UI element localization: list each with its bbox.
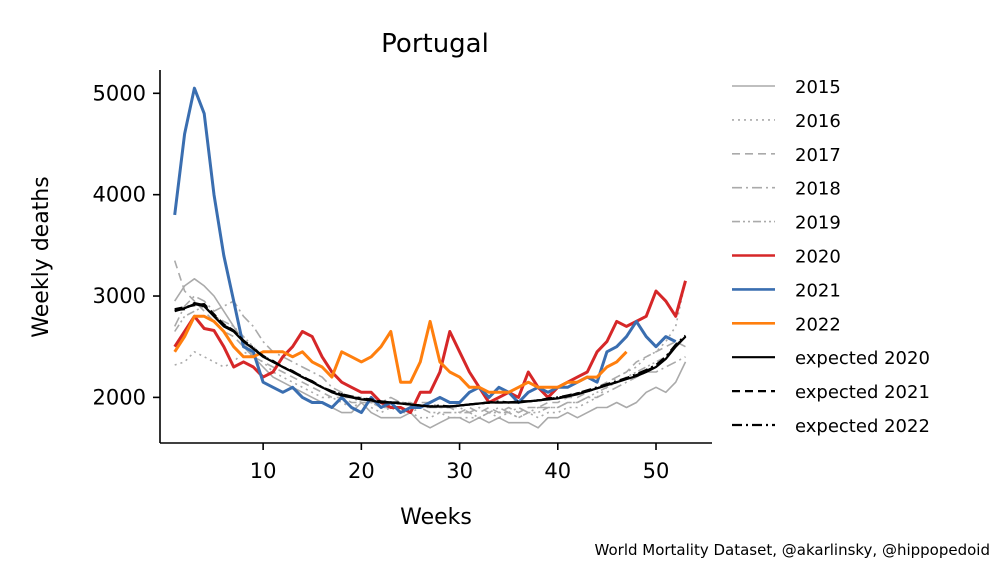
plot-area	[173, 86, 687, 429]
legend-label-2017: 2017	[795, 145, 841, 166]
legend-label-2018: 2018	[795, 179, 841, 200]
series-line-2017	[173, 260, 686, 414]
y-tick-label-4000: 4000	[93, 183, 146, 207]
x-tick-label-10: 10	[250, 459, 277, 483]
legend-label-2021: 2021	[795, 280, 841, 301]
y-axis-ticks: 2000 3000 4000 5000	[93, 81, 160, 409]
y-axis-label: Weekly deaths	[29, 176, 54, 337]
legend-label-2019: 2019	[795, 213, 841, 234]
legend-label-2016: 2016	[795, 111, 841, 132]
series-line-2022	[173, 314, 628, 394]
series-line-expected-2022	[174, 302, 687, 408]
legend-label-2015: 2015	[795, 77, 841, 98]
credit-text: World Mortality Dataset, @akarlinsky, @h…	[595, 541, 990, 559]
y-tick-label-3000: 3000	[93, 284, 146, 308]
x-axis-ticks: 10 20 30 40 50	[250, 443, 670, 483]
series-line-2015	[174, 277, 687, 429]
y-tick-label-2000: 2000	[93, 385, 146, 409]
x-tick-label-40: 40	[544, 459, 571, 483]
x-tick-label-30: 30	[446, 459, 473, 483]
legend-label-2022: 2022	[795, 314, 841, 335]
legend-label-2020: 2020	[795, 247, 841, 268]
chart-title: Portugal	[381, 29, 489, 59]
legend-label-expected-2021: expected 2021	[795, 382, 930, 403]
legend-label-expected-2022: expected 2022	[795, 416, 930, 437]
legend: 2015 2016 2017 2018 2019 2020 2021 2022 expected…	[732, 77, 930, 437]
x-axis-label: Weeks	[400, 505, 472, 530]
legend-label-expected-2020: expected 2020	[795, 348, 930, 369]
x-tick-label-20: 20	[348, 459, 375, 483]
series-line-2019	[174, 305, 687, 419]
x-tick-label-50: 50	[643, 459, 670, 483]
y-tick-label-5000: 5000	[93, 81, 146, 105]
